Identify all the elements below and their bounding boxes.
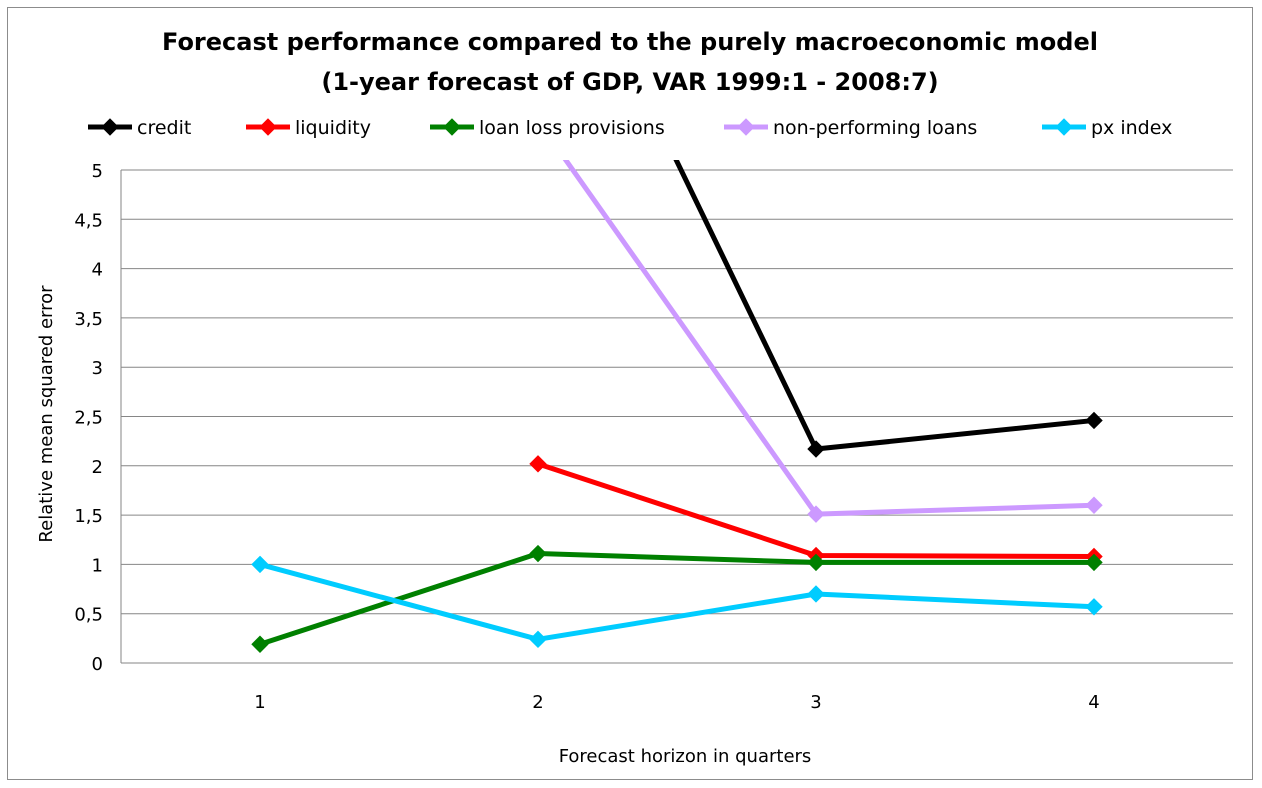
x-axis-ticks: 1 2 3 4 [254,692,1099,713]
series-markers [251,411,1103,653]
x-axis-label: Forecast horizon in quarters [559,746,812,767]
series-lines [259,160,1095,647]
legend-label-non-performing-loans: non-performing loans [773,117,977,139]
data-point-px-index [1085,598,1103,616]
legend-label-loan-loss-provisions: loan loss provisions [479,117,665,139]
y-tick-label: 4,5 [74,210,103,231]
legend-label-liquidity: liquidity [295,117,371,139]
y-tick-label: 3 [92,358,103,379]
legend-label-px-index: px index [1091,117,1172,139]
legend-marker-px-index [1055,118,1073,136]
data-point-loan-loss-provisions [1085,553,1103,572]
data-point-credit [1085,411,1103,430]
x-tick-label: 1 [254,692,265,713]
y-tick-label: 2,5 [74,408,103,429]
data-point-loan-loss-provisions [529,544,547,563]
y-axis-label: Relative mean squared error [36,285,57,543]
y-tick-label: 0 [92,654,103,675]
y-tick-label: 4 [92,260,103,281]
y-tick-label: 2 [92,457,103,478]
chart-frame [7,7,1253,780]
series-line-px-index [259,561,1095,642]
series-line-loan-loss-provisions [259,551,1094,647]
y-tick-label: 0,5 [74,605,103,626]
data-point-non-performing-loans [1085,496,1103,514]
data-point-credit [807,440,825,458]
legend: credit liquidity loan loss provisions non-p… [88,117,1172,139]
y-tick-label: 1 [92,555,103,576]
data-point-px-index [251,555,269,574]
legend-marker-non-performing-loans [737,118,755,136]
x-tick-label: 4 [1088,692,1099,713]
legend-marker-loan-loss-provisions [443,118,461,136]
chart-title-line-2: (1-year forecast of GDP, VAR 1999:1 - 20… [321,68,938,96]
y-tick-label: 1,5 [74,506,103,527]
data-point-px-index [529,630,547,649]
data-point-loan-loss-provisions [807,553,825,572]
x-tick-label: 3 [810,692,821,713]
legend-marker-credit [101,118,119,136]
chart-title-line-1: Forecast performance compared to the pur… [162,28,1098,56]
data-point-px-index [807,585,825,603]
data-point-loan-loss-provisions [251,635,269,653]
y-tick-label: 5 [92,161,103,182]
legend-label-credit: credit [137,117,191,139]
legend-marker-liquidity [259,118,277,136]
x-tick-label: 2 [532,692,543,713]
y-tick-label: 3,5 [74,309,103,330]
gridlines [120,169,1233,664]
data-point-non-performing-loans [807,505,825,523]
data-point-liquidity [529,455,547,473]
y-axis-ticks: 0 0,5 1 1,5 2 2,5 3 3,5 4 4,5 5 [74,161,103,675]
